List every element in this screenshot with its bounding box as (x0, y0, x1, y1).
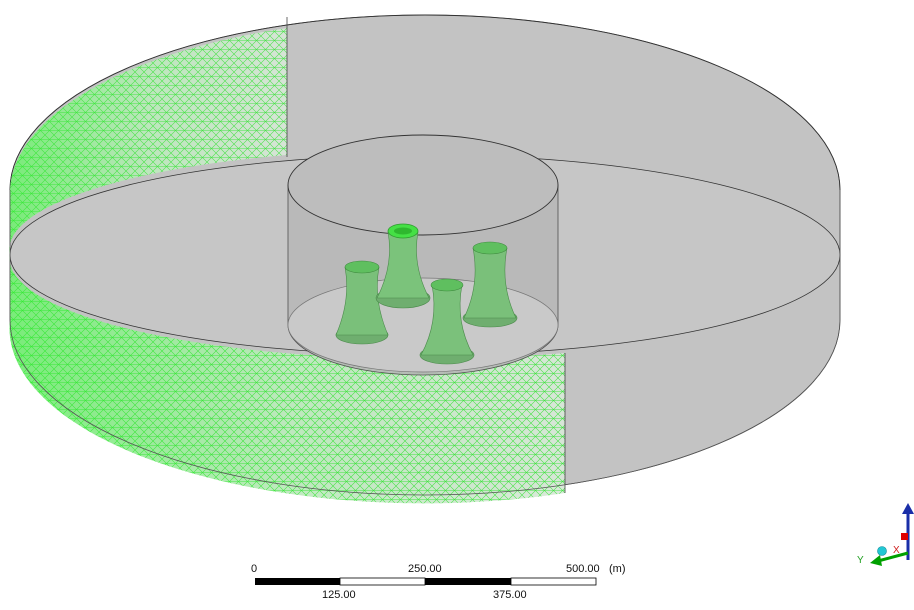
x-axis-arrow-icon[interactable] (901, 533, 908, 540)
y-axis-label: Y (857, 555, 864, 566)
z-axis-arrow-icon[interactable] (902, 503, 914, 560)
scale-tick-0: 0 (251, 563, 257, 575)
x-axis-label: X (893, 545, 900, 556)
scale-unit: (m) (609, 563, 626, 575)
scale-tick-500: 500.00 (566, 563, 600, 575)
triad-origin-ball-icon[interactable] (877, 546, 887, 556)
scale-tick-125: 125.00 (322, 589, 356, 601)
cooling-tower-2 (375, 223, 431, 309)
cooling-tower-1 (335, 260, 389, 345)
y-axis-arrow-icon[interactable] (870, 551, 909, 566)
mesh-front-wall (9, 255, 565, 504)
cooling-tower-4 (419, 278, 475, 365)
mesh-back-wall (9, 28, 287, 255)
cooling-tower-3 (462, 241, 518, 328)
cooling-towers (335, 223, 518, 365)
inner-domain-cylinder (287, 134, 559, 376)
scale-bar: 0 250.00 500.00 (m) 125.00 375.00 (251, 563, 626, 601)
scale-tick-375: 375.00 (493, 589, 527, 601)
axis-triad[interactable]: X Y (857, 503, 914, 566)
scale-tick-250: 250.00 (408, 563, 442, 575)
